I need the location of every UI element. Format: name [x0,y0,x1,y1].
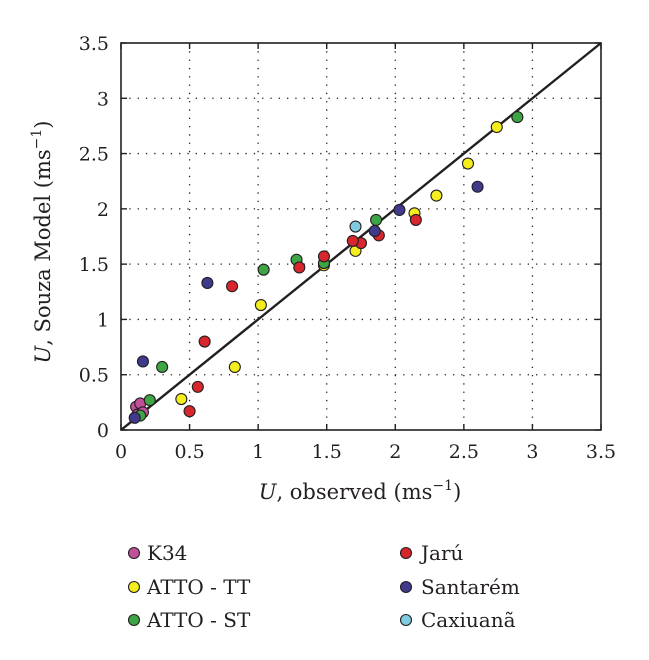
legend-label: Santarém [421,575,520,599]
legend-marker [127,613,141,627]
x-tick-label: 1 [252,441,264,463]
legend-label: Caxiuanã [421,608,516,632]
data-point [317,250,331,263]
data-point [393,203,406,217]
reference-line [120,42,602,431]
y-tick-label: 1 [97,309,109,331]
data-point [368,224,381,238]
data-point [175,392,188,406]
data-point [471,180,484,193]
y-tick-label: 2.5 [79,144,109,166]
legend-marker [399,580,413,594]
data-point [430,189,443,202]
x-tick-label: 2.5 [449,441,479,463]
legend-label: Jarú [419,541,464,565]
y-tick-label: 1.5 [79,254,109,276]
data-point [143,394,156,407]
x-tick-label: 3.5 [586,441,616,463]
y-tick-label: 0.5 [79,365,109,387]
data-points [128,111,524,424]
x-tick-label: 0.5 [174,441,204,463]
data-point [226,280,239,293]
data-point [349,220,362,233]
x-axis-label: U, observed (ms−1) [259,478,462,504]
legend-marker [399,546,413,560]
x-axis-ticks: 0 0.5 1 1.5 2 2.5 3 3.5 [115,43,616,463]
y-tick-label: 3 [97,88,109,110]
legend: K34 ATTO - TT ATTO - ST Jarú Santarém Caxiuan… [127,541,520,632]
legend-marker [127,546,141,560]
data-point [409,213,422,226]
x-tick-label: 0 [115,441,127,463]
legend-label: ATTO - TT [146,575,251,599]
x-tick-label: 1.5 [312,441,342,463]
data-point [461,157,475,170]
data-point [191,380,204,393]
data-point [254,299,267,312]
legend-label: K34 [147,541,187,565]
y-axis-label: U, Souza Model (ms−1) [29,120,55,363]
x-tick-label: 2 [389,441,401,463]
data-point [370,213,383,226]
data-point [346,234,359,247]
y-tick-label: 0 [97,420,109,442]
data-point [201,276,214,289]
y-axis-ticks: 0 0.5 1 1.5 2 2.5 3 3.5 [79,33,601,442]
y-tick-label: 2 [97,199,109,221]
data-point [257,263,270,276]
y-tick-label: 3.5 [79,33,109,55]
legend-marker [127,580,141,594]
data-point [293,261,306,274]
data-point [183,405,196,418]
legend-label: ATTO - ST [146,608,251,632]
data-point [156,360,169,374]
x-tick-label: 3 [526,441,538,463]
data-point [490,120,503,134]
plot-frame [120,42,602,431]
data-point [136,355,149,368]
data-point [198,335,211,348]
legend-marker [399,613,413,627]
data-point [228,360,241,374]
data-point [511,111,524,124]
data-point [128,411,141,424]
